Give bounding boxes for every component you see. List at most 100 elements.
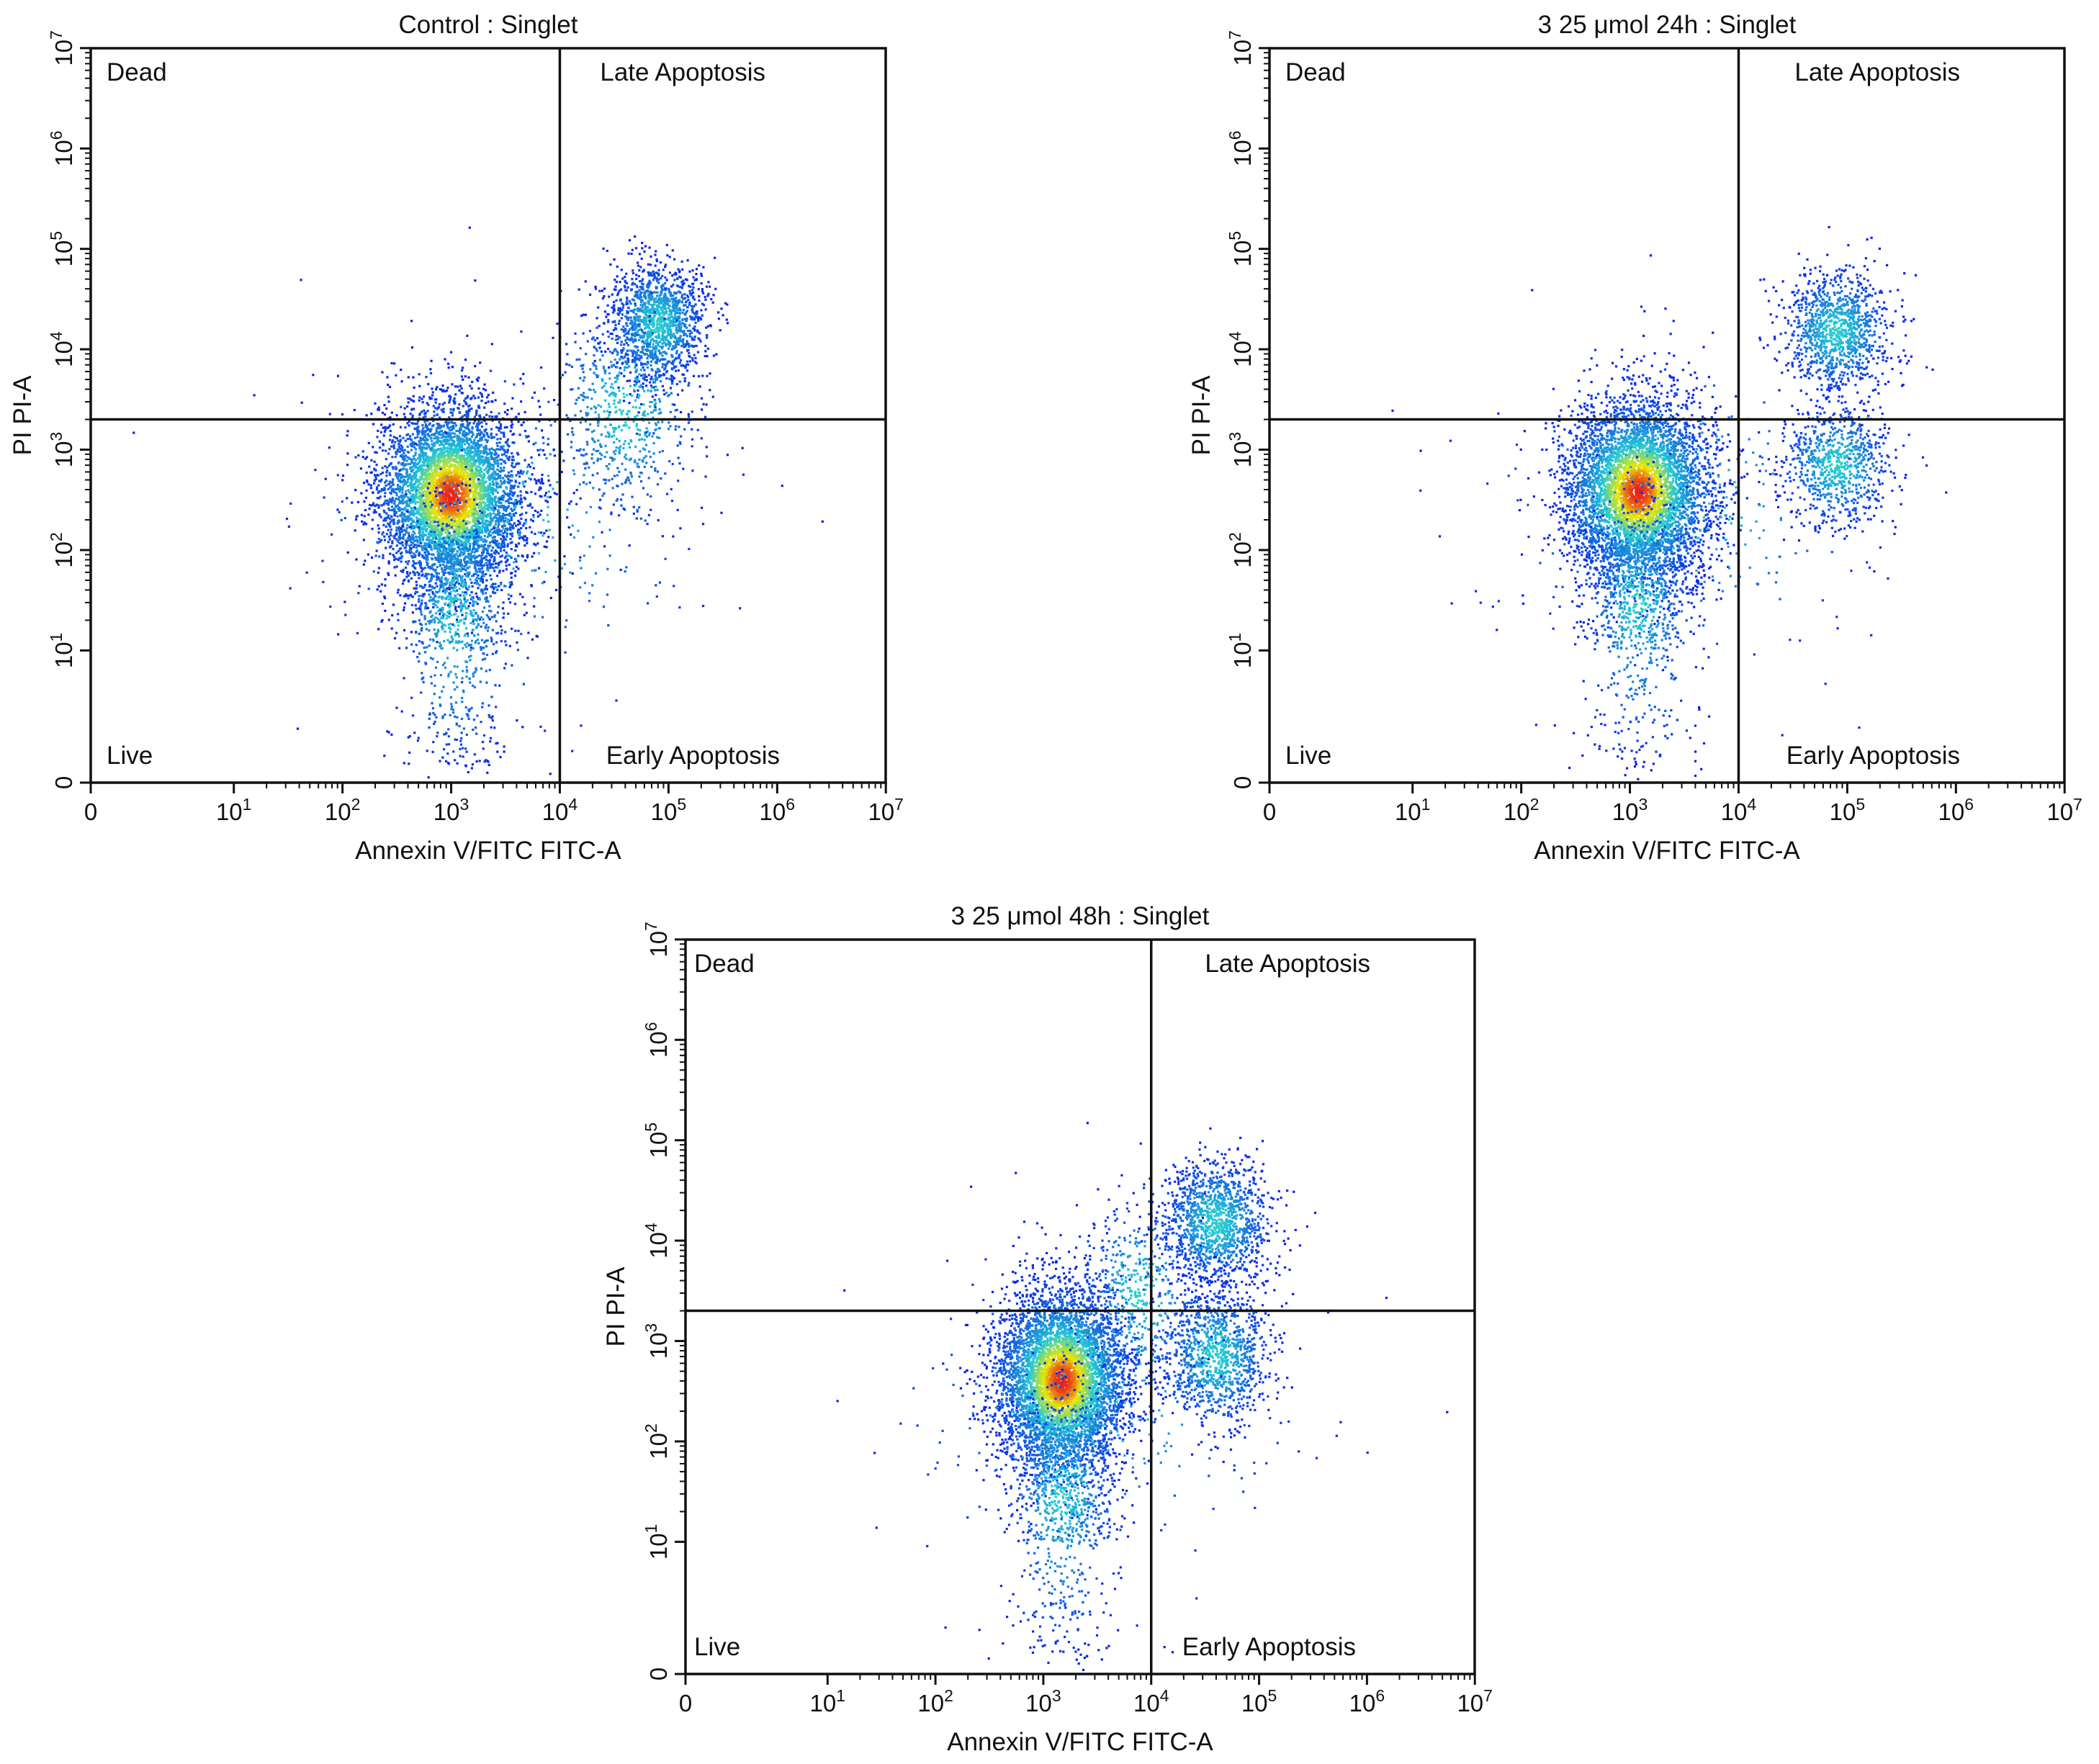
scatter-point bbox=[482, 501, 485, 504]
scatter-point bbox=[446, 511, 449, 514]
scatter-point bbox=[444, 568, 446, 571]
scatter-point bbox=[481, 522, 484, 525]
scatter-point bbox=[341, 479, 344, 482]
scatter-point bbox=[439, 483, 441, 486]
scatter-point bbox=[477, 405, 480, 408]
scatter-point bbox=[511, 452, 513, 455]
scatter-point bbox=[390, 500, 392, 503]
scatter-point bbox=[496, 438, 499, 441]
scatter-point bbox=[501, 525, 504, 528]
scatter-point bbox=[441, 390, 444, 393]
scatter-point bbox=[424, 459, 427, 462]
scatter-point bbox=[437, 461, 440, 464]
scatter-point bbox=[445, 564, 448, 567]
scatter-point bbox=[480, 552, 484, 554]
scatter-point bbox=[495, 441, 498, 445]
scatter-point bbox=[328, 446, 331, 449]
scatter-point bbox=[468, 431, 472, 434]
scatter-point bbox=[397, 508, 400, 510]
scatter-point bbox=[475, 595, 478, 598]
scatter-point bbox=[407, 462, 410, 466]
scatter-point bbox=[479, 526, 482, 528]
scatter-point bbox=[441, 502, 444, 505]
scatter-point bbox=[434, 595, 437, 598]
scatter-point bbox=[422, 487, 425, 490]
scatter-point bbox=[373, 509, 377, 512]
scatter-point bbox=[404, 426, 407, 429]
scatter-point bbox=[477, 469, 480, 472]
scatter-point bbox=[485, 516, 488, 518]
scatter-point bbox=[377, 524, 379, 527]
scatter-point bbox=[463, 474, 466, 477]
scatter-point bbox=[393, 502, 396, 505]
scatter-point bbox=[486, 527, 489, 530]
scatter-point bbox=[521, 555, 524, 558]
scatter-point bbox=[447, 366, 450, 369]
scatter-point bbox=[510, 518, 513, 521]
scatter-point bbox=[457, 513, 460, 516]
scatter-point bbox=[472, 422, 475, 425]
scatter-point bbox=[456, 516, 459, 518]
scatter-point bbox=[495, 485, 498, 487]
scatter-point bbox=[563, 555, 566, 558]
scatter-point bbox=[435, 546, 438, 549]
scatter-point bbox=[402, 568, 405, 572]
scatter-point bbox=[436, 554, 439, 557]
scatter-point bbox=[362, 563, 365, 566]
scatter-point bbox=[541, 449, 544, 452]
scatter-point bbox=[459, 471, 462, 474]
scatter-point bbox=[499, 448, 502, 451]
scatter-point bbox=[480, 482, 482, 485]
scatter-point bbox=[477, 377, 480, 379]
scatter-point bbox=[423, 451, 426, 454]
scatter-point bbox=[403, 407, 406, 410]
scatter-point bbox=[442, 563, 445, 566]
scatter-point bbox=[477, 528, 480, 531]
scatter-point bbox=[382, 554, 385, 557]
scatter-point bbox=[428, 518, 431, 521]
scatter-point bbox=[420, 467, 423, 469]
scatter-point bbox=[498, 515, 501, 518]
scatter-point bbox=[400, 380, 403, 383]
scatter-point bbox=[383, 517, 386, 520]
scatter-point bbox=[490, 528, 493, 531]
scatter-point bbox=[424, 441, 427, 444]
scatter-point bbox=[459, 518, 462, 521]
scatter-point bbox=[485, 480, 487, 483]
scatter-point bbox=[536, 542, 539, 545]
scatter-point bbox=[508, 495, 511, 498]
scatter-point bbox=[453, 444, 456, 447]
scatter-point bbox=[489, 483, 492, 487]
scatter-point bbox=[477, 515, 480, 518]
scatter-point bbox=[525, 490, 528, 494]
scatter-point bbox=[341, 474, 345, 477]
scatter-point bbox=[381, 371, 384, 374]
scatter-point bbox=[383, 404, 386, 407]
scatter-point bbox=[459, 474, 462, 477]
scatter-point bbox=[484, 486, 487, 489]
scatter-point bbox=[415, 539, 418, 542]
scatter-point bbox=[396, 498, 399, 500]
scatter-point bbox=[381, 467, 384, 469]
scatter-point bbox=[439, 485, 441, 488]
scatter-point bbox=[533, 542, 536, 546]
scatter-point bbox=[410, 544, 413, 546]
scatter-point bbox=[393, 556, 396, 559]
scatter-point bbox=[527, 435, 530, 438]
scatter-point bbox=[421, 485, 423, 488]
scatter-point bbox=[376, 497, 379, 500]
scatter-point bbox=[487, 400, 490, 403]
scatter-point bbox=[455, 553, 458, 556]
scatter-point bbox=[412, 564, 415, 567]
scatter-point bbox=[472, 441, 475, 444]
scatter-point bbox=[473, 456, 476, 459]
scatter-point bbox=[477, 396, 480, 399]
scatter-point bbox=[471, 497, 474, 500]
scatter-point bbox=[480, 479, 482, 482]
scatter-point bbox=[571, 572, 574, 575]
scatter-point bbox=[422, 521, 425, 523]
scatter-point bbox=[512, 433, 516, 436]
scatter-point bbox=[392, 603, 395, 606]
scatter-point bbox=[480, 554, 482, 557]
scatter-point bbox=[451, 558, 454, 561]
